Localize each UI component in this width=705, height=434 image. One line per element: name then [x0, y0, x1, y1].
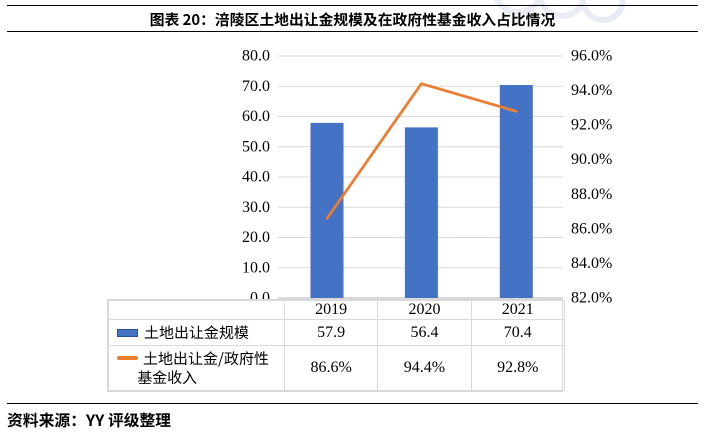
svg-text:80.0: 80.0 — [242, 48, 270, 65]
svg-text:86.0%: 86.0% — [571, 220, 612, 237]
svg-text:20.0: 20.0 — [242, 229, 270, 246]
svg-text:84.0%: 84.0% — [571, 255, 612, 272]
svg-text:94.0%: 94.0% — [571, 82, 612, 99]
svg-text:40.0: 40.0 — [242, 169, 270, 186]
svg-text:10.0: 10.0 — [242, 259, 270, 276]
svg-text:70.0: 70.0 — [242, 78, 270, 95]
svg-text:90.0%: 90.0% — [571, 151, 612, 168]
svg-text:30.0: 30.0 — [242, 199, 270, 216]
svg-text:60.0: 60.0 — [242, 108, 270, 125]
svg-text:82.0%: 82.0% — [571, 290, 612, 307]
svg-text:96.0%: 96.0% — [571, 48, 612, 65]
svg-text:88.0%: 88.0% — [571, 186, 612, 203]
svg-text:92.0%: 92.0% — [571, 117, 612, 134]
svg-text:50.0: 50.0 — [242, 138, 270, 155]
